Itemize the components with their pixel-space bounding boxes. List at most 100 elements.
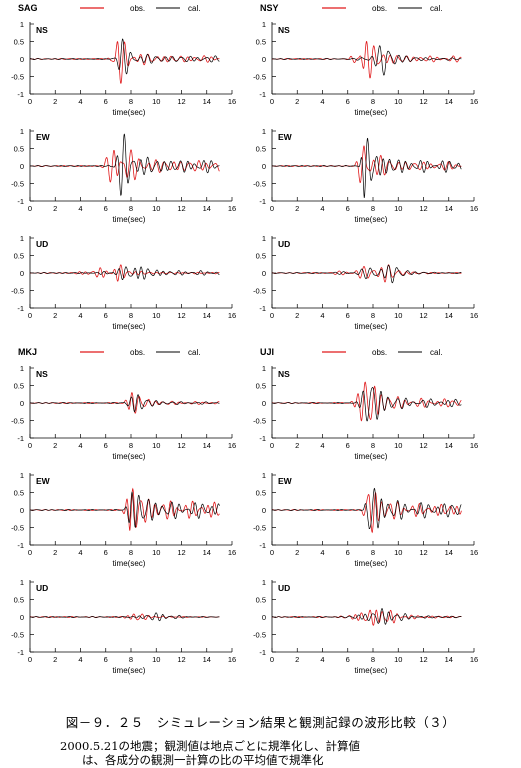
y-tick-label: 0.5: [256, 596, 266, 605]
x-tick-label: 14: [445, 441, 453, 450]
series-line-cal: [30, 394, 220, 413]
x-tick-label: 0: [28, 655, 32, 664]
y-tick-label: 1: [262, 578, 266, 587]
x-tick-label: 8: [371, 655, 375, 664]
x-tick-label: 8: [371, 441, 375, 450]
series-line-obs: [29, 149, 220, 183]
x-tick-label: 10: [152, 97, 160, 106]
x-tick-label: 4: [320, 311, 324, 320]
y-tick-label: -0.5: [11, 631, 24, 640]
y-tick-label: -1: [259, 90, 266, 99]
x-tick-label: 6: [346, 655, 350, 664]
y-tick-label: 1: [20, 364, 24, 373]
x-tick-label: 16: [470, 655, 478, 664]
x-tick-label: 12: [177, 655, 185, 664]
y-tick-label: 0: [262, 506, 266, 515]
y-tick-label: 1: [262, 364, 266, 373]
x-tick-label: 4: [78, 97, 82, 106]
x-tick-label: 0: [28, 441, 32, 450]
waveform-comparison-figure: SAG obs. cal.NS-1-0.500.510 2 4 6 8 10 12 14 16tim…: [11, 3, 478, 675]
x-tick-label: 2: [53, 97, 57, 106]
series-line-cal: [30, 38, 220, 75]
series-line-obs: [271, 264, 462, 283]
y-tick-label: 0: [262, 269, 266, 278]
x-tick-label: 4: [320, 204, 324, 213]
legend-cal-label: cal.: [430, 4, 442, 13]
x-tick-label: 14: [445, 204, 453, 213]
y-tick-label: -0.5: [253, 417, 266, 426]
x-axis-label: time(sec): [355, 452, 388, 461]
component-label: EW: [278, 132, 293, 142]
x-tick-label: 16: [228, 548, 236, 557]
x-tick-label: 10: [152, 441, 160, 450]
x-tick-label: 12: [419, 311, 427, 320]
component-label: EW: [278, 476, 293, 486]
x-tick-label: 8: [129, 97, 133, 106]
series-line-obs: [272, 41, 462, 79]
series-line-cal: [272, 45, 462, 76]
figure-caption-line-2: は、各成分の観測一計算の比の平均値で規準化: [82, 753, 324, 767]
legend-obs-label: obs.: [372, 348, 387, 357]
y-tick-label: 0: [20, 55, 24, 64]
x-tick-label: 12: [419, 655, 427, 664]
y-tick-label: -1: [17, 648, 24, 657]
y-tick-label: 1: [262, 471, 266, 480]
x-tick-label: 0: [270, 204, 274, 213]
x-tick-label: 16: [470, 97, 478, 106]
x-tick-label: 6: [104, 97, 108, 106]
x-tick-label: 6: [104, 204, 108, 213]
x-axis-label: time(sec): [113, 322, 146, 331]
x-tick-label: 8: [129, 548, 133, 557]
x-tick-label: 14: [203, 311, 211, 320]
x-tick-label: 8: [371, 311, 375, 320]
y-tick-label: -0.5: [253, 287, 266, 296]
x-tick-label: 8: [371, 548, 375, 557]
x-tick-label: 10: [394, 655, 402, 664]
figure-caption-line-1: 2000.5.21の地震；観測値は地点ごとに規準化し、計算値: [60, 739, 361, 753]
series-line-cal: [29, 491, 220, 528]
x-tick-label: 16: [470, 441, 478, 450]
series-line-cal: [29, 612, 220, 622]
x-tick-label: 10: [152, 655, 160, 664]
x-tick-label: 6: [346, 311, 350, 320]
x-tick-label: 8: [129, 311, 133, 320]
y-tick-label: 0: [262, 613, 266, 622]
x-tick-label: 4: [78, 441, 82, 450]
x-tick-label: 14: [445, 311, 453, 320]
y-tick-label: 0: [262, 399, 266, 408]
x-tick-label: 2: [295, 204, 299, 213]
series-line-cal: [272, 608, 462, 625]
legend-obs-label: obs.: [372, 4, 387, 13]
x-axis-label: time(sec): [113, 666, 146, 675]
x-axis-label: time(sec): [113, 452, 146, 461]
x-tick-label: 14: [203, 441, 211, 450]
series-line-obs: [272, 381, 462, 422]
x-tick-label: 10: [394, 97, 402, 106]
y-tick-label: -1: [259, 541, 266, 550]
series-line-cal: [271, 137, 462, 199]
x-tick-label: 0: [28, 204, 32, 213]
station-label: MKJ: [18, 347, 37, 357]
y-tick-label: -1: [17, 541, 24, 550]
x-tick-label: 10: [152, 548, 160, 557]
x-tick-label: 4: [78, 204, 82, 213]
y-tick-label: -1: [259, 434, 266, 443]
y-tick-label: -0.5: [253, 524, 266, 533]
x-tick-label: 16: [228, 97, 236, 106]
x-tick-label: 0: [270, 655, 274, 664]
x-tick-label: 16: [228, 204, 236, 213]
y-tick-label: 0.5: [14, 382, 24, 391]
x-tick-label: 14: [203, 655, 211, 664]
component-label: NS: [36, 25, 48, 35]
y-tick-label: 1: [20, 20, 24, 29]
x-tick-label: 0: [270, 441, 274, 450]
x-axis-label: time(sec): [113, 215, 146, 224]
y-tick-label: -0.5: [11, 73, 24, 82]
x-tick-label: 8: [129, 441, 133, 450]
x-tick-label: 8: [371, 97, 375, 106]
x-tick-label: 0: [28, 311, 32, 320]
x-axis-label: time(sec): [113, 559, 146, 568]
x-tick-label: 0: [28, 97, 32, 106]
y-tick-label: 0.5: [14, 145, 24, 154]
x-tick-label: 10: [394, 311, 402, 320]
